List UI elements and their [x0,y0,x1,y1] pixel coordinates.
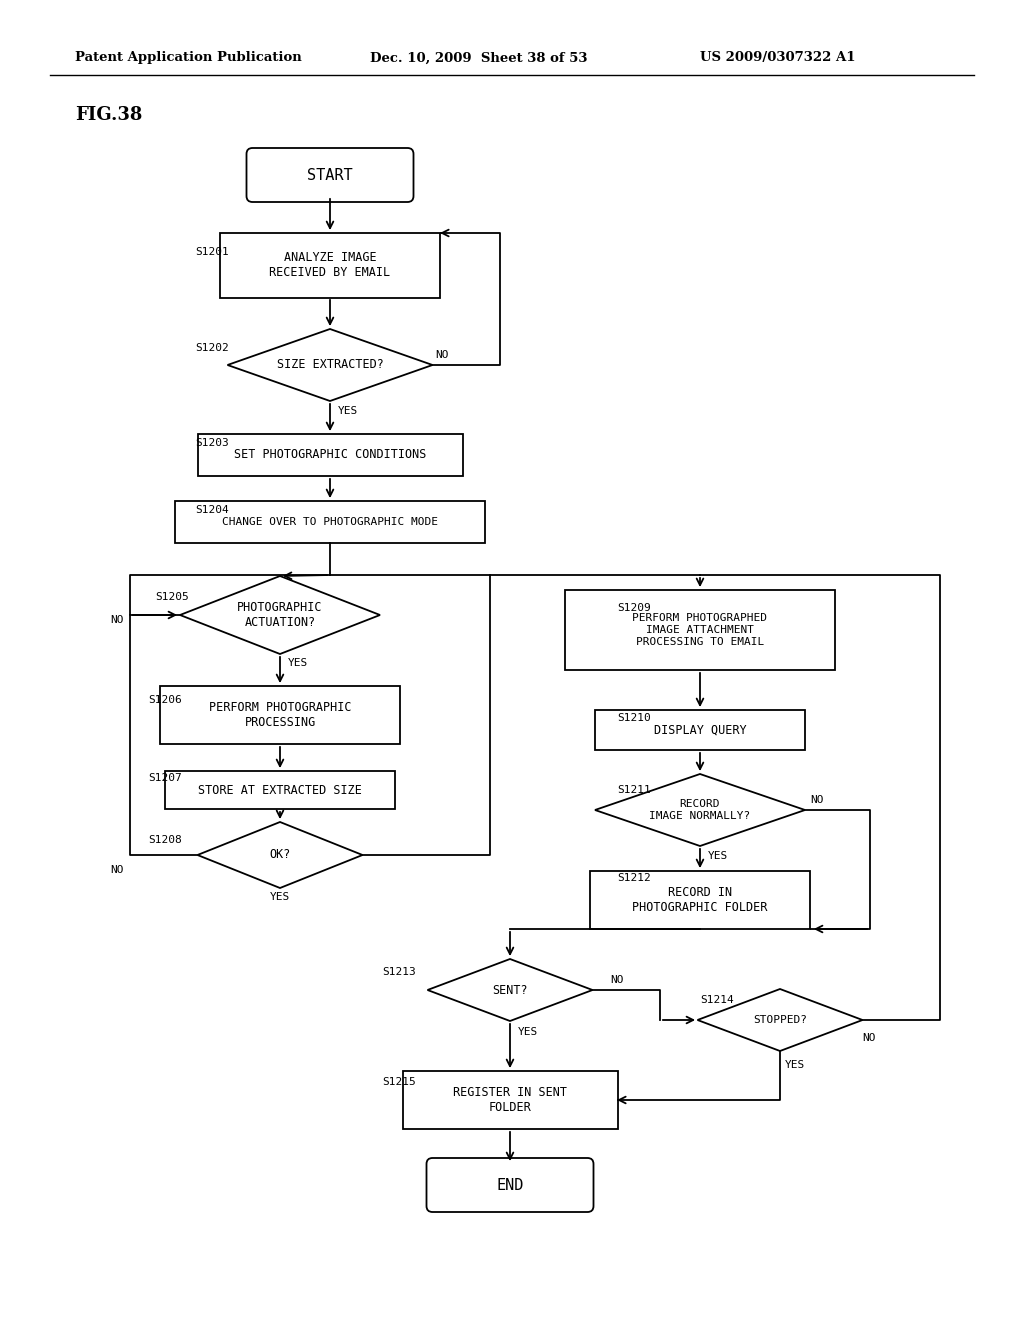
Text: NO: NO [610,975,624,985]
Bar [565,590,835,671]
Text: CHANGE OVER TO PHOTOGRAPHIC MODE: CHANGE OVER TO PHOTOGRAPHIC MODE [222,517,438,527]
FancyBboxPatch shape [427,1158,594,1212]
Text: STORE AT EXTRACTED SIZE: STORE AT EXTRACTED SIZE [198,784,361,796]
Bar [160,686,400,744]
Text: S1213: S1213 [382,968,416,977]
Polygon shape [427,960,593,1020]
Text: PERFORM PHOTOGRAPHED
IMAGE ATTACHMENT
PROCESSING TO EMAIL: PERFORM PHOTOGRAPHED IMAGE ATTACHMENT PR… [633,614,768,647]
Text: Dec. 10, 2009  Sheet 38 of 53: Dec. 10, 2009 Sheet 38 of 53 [370,51,588,65]
Text: S1205: S1205 [155,591,188,602]
Bar [595,710,805,750]
Text: ANALYZE IMAGE
RECEIVED BY EMAIL: ANALYZE IMAGE RECEIVED BY EMAIL [269,251,390,279]
Text: SENT?: SENT? [493,983,527,997]
Text: S1208: S1208 [148,836,181,845]
Text: S1212: S1212 [617,873,650,883]
Bar [175,502,485,543]
Polygon shape [180,576,380,653]
Text: REGISTER IN SENT
FOLDER: REGISTER IN SENT FOLDER [453,1086,567,1114]
Bar [198,434,463,477]
Text: S1214: S1214 [700,995,734,1005]
Text: SET PHOTOGRAPHIC CONDITIONS: SET PHOTOGRAPHIC CONDITIONS [233,449,426,462]
Text: NO: NO [110,865,124,875]
Text: NO: NO [810,795,823,805]
Text: NO: NO [435,350,449,360]
Bar [590,871,810,929]
Text: YES: YES [338,407,358,416]
Text: YES: YES [708,851,728,861]
Text: S1211: S1211 [617,785,650,795]
Text: NO: NO [862,1034,876,1043]
Text: START: START [307,168,353,182]
Polygon shape [595,774,805,846]
Text: Patent Application Publication: Patent Application Publication [75,51,302,65]
Text: S1202: S1202 [195,343,228,352]
Text: END: END [497,1177,523,1192]
Bar [165,771,395,809]
Text: S1201: S1201 [195,247,228,257]
Polygon shape [697,989,862,1051]
Text: YES: YES [270,892,290,902]
Text: S1209: S1209 [617,603,650,612]
Bar [402,1071,617,1129]
FancyBboxPatch shape [247,148,414,202]
Text: S1204: S1204 [195,506,228,515]
Text: OK?: OK? [269,849,291,862]
Text: US 2009/0307322 A1: US 2009/0307322 A1 [700,51,855,65]
Text: RECORD IN
PHOTOGRAPHIC FOLDER: RECORD IN PHOTOGRAPHIC FOLDER [632,886,768,913]
Text: S1203: S1203 [195,438,228,447]
Text: SIZE EXTRACTED?: SIZE EXTRACTED? [276,359,383,371]
Text: PHOTOGRAPHIC
ACTUATION?: PHOTOGRAPHIC ACTUATION? [238,601,323,630]
Text: PERFORM PHOTOGRAPHIC
PROCESSING: PERFORM PHOTOGRAPHIC PROCESSING [209,701,351,729]
Polygon shape [227,329,432,401]
Text: YES: YES [288,657,308,668]
Text: S1207: S1207 [148,774,181,783]
Text: S1206: S1206 [148,696,181,705]
Text: DISPLAY QUERY: DISPLAY QUERY [653,723,746,737]
Text: YES: YES [518,1027,539,1038]
Text: YES: YES [785,1060,805,1071]
Polygon shape [198,822,362,888]
Text: S1210: S1210 [617,713,650,723]
Text: FIG.38: FIG.38 [75,106,142,124]
Text: STOPPED?: STOPPED? [753,1015,807,1026]
Bar [220,232,440,297]
Text: S1215: S1215 [382,1077,416,1086]
Text: NO: NO [110,615,124,624]
Text: RECORD
IMAGE NORMALLY?: RECORD IMAGE NORMALLY? [649,799,751,821]
